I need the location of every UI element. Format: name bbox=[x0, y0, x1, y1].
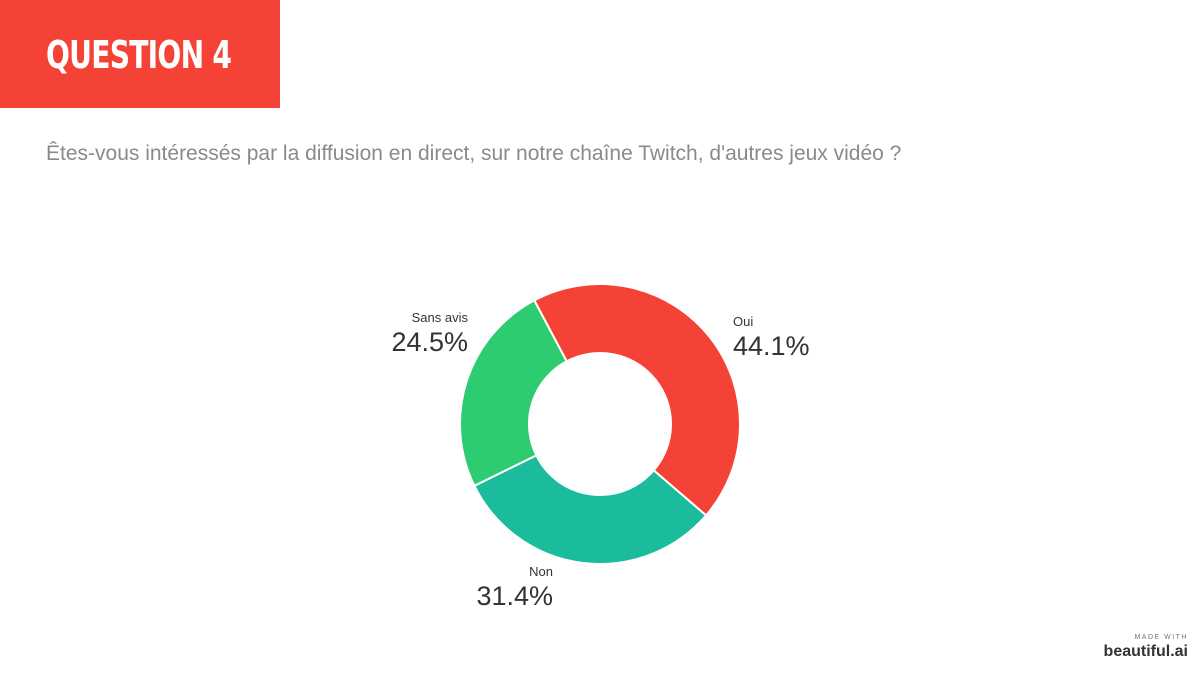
slice-value-label: 31.4% bbox=[476, 581, 553, 611]
brand-logo: MADE WITH beautiful.ai bbox=[1104, 633, 1188, 661]
slice-value-label: 44.1% bbox=[733, 331, 810, 361]
brand-name: beautiful.ai bbox=[1103, 643, 1188, 660]
slice-non bbox=[473, 454, 708, 565]
slice-value-label: 24.5% bbox=[391, 327, 468, 357]
page-title: QUESTION 4 bbox=[46, 33, 232, 77]
question-text: Êtes-vous intéressés par la diffusion en… bbox=[46, 142, 902, 165]
slice-oui bbox=[532, 283, 741, 517]
made-with-label: MADE WITH bbox=[1134, 634, 1188, 641]
slice-label: Sans avis bbox=[412, 310, 469, 325]
slice-label: Non bbox=[529, 564, 553, 579]
slice-label: Oui bbox=[733, 314, 753, 329]
header-banner: QUESTION 4 bbox=[0, 0, 280, 108]
slice-sans-avis bbox=[459, 299, 569, 488]
